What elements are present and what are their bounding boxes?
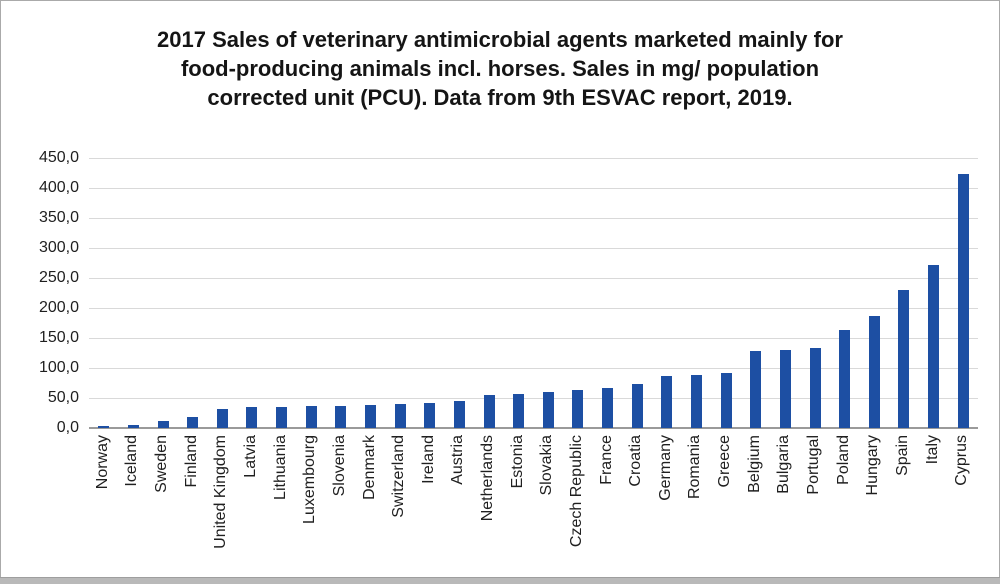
x-axis-line bbox=[89, 427, 978, 429]
bar-hungary bbox=[868, 315, 880, 428]
y-tick-label-250_0: 250,0 bbox=[38, 269, 79, 286]
x-tick-label-latvia: Latvia bbox=[241, 435, 259, 478]
gridline-350 bbox=[89, 218, 978, 219]
bar-bulgaria bbox=[779, 350, 791, 428]
y-tick-label-100_0: 100,0 bbox=[38, 359, 79, 376]
x-tick-label-germany: Germany bbox=[656, 435, 674, 501]
bar-latvia bbox=[246, 407, 258, 428]
bar-lithuania bbox=[276, 406, 288, 428]
x-tick-label-spain: Spain bbox=[893, 435, 911, 476]
x-tick-label-lithuania: Lithuania bbox=[271, 435, 289, 500]
x-tick-label-bulgaria: Bulgaria bbox=[775, 435, 793, 494]
window-bottom-edge bbox=[0, 577, 1000, 584]
y-tick-label-350_0: 350,0 bbox=[38, 209, 79, 226]
x-tick-label-slovenia: Slovenia bbox=[330, 435, 348, 497]
x-tick-label-czech-republic: Czech Republic bbox=[567, 435, 585, 548]
x-tick-label-iceland: Iceland bbox=[123, 435, 141, 487]
x-tick-label-romania: Romania bbox=[686, 435, 704, 500]
y-tick-label-400_0: 400,0 bbox=[38, 179, 79, 196]
bar-switzerland bbox=[394, 404, 406, 428]
bar-slovenia bbox=[335, 405, 347, 428]
gridline-200 bbox=[89, 308, 978, 309]
gridline-250 bbox=[89, 278, 978, 279]
bar-france bbox=[602, 387, 614, 428]
x-tick-label-cyprus: Cyprus bbox=[953, 435, 971, 486]
x-tick-label-slovakia: Slovakia bbox=[538, 435, 556, 496]
chart-title-line-2: food-producing animals incl. horses. Sal… bbox=[180, 56, 820, 81]
bar-romania bbox=[690, 374, 702, 428]
chart-title-line-3: corrected unit (PCU). Data from 9th ESVA… bbox=[207, 85, 793, 110]
x-tick-label-hungary: Hungary bbox=[864, 435, 882, 496]
bar-slovakia bbox=[542, 391, 554, 428]
bar-croatia bbox=[631, 384, 643, 428]
x-tick-label-norway: Norway bbox=[93, 435, 111, 490]
gridline-100 bbox=[89, 368, 978, 369]
y-tick-label-150_0: 150,0 bbox=[38, 329, 79, 346]
bar-finland bbox=[187, 416, 199, 428]
bar-ireland bbox=[424, 402, 436, 428]
chart-title: 2017 Sales of veterinary antimicrobial a… bbox=[1, 25, 999, 112]
bar-united-kingdom bbox=[216, 408, 228, 428]
bar-belgium bbox=[750, 350, 762, 428]
gridline-50 bbox=[89, 398, 978, 399]
gridline-150 bbox=[89, 338, 978, 339]
x-tick-label-france: France bbox=[597, 435, 615, 485]
x-tick-label-sweden: Sweden bbox=[153, 435, 171, 493]
x-tick-label-portugal: Portugal bbox=[805, 435, 823, 495]
x-tick-label-estonia: Estonia bbox=[508, 435, 526, 489]
y-tick-label-0_0: 0,0 bbox=[56, 419, 79, 436]
bar-poland bbox=[839, 330, 851, 428]
x-tick-label-luxembourg: Luxembourg bbox=[301, 435, 319, 524]
bar-sweden bbox=[157, 420, 169, 428]
x-tick-label-denmark: Denmark bbox=[360, 435, 378, 500]
gridline-300 bbox=[89, 248, 978, 249]
x-tick-label-finland: Finland bbox=[182, 435, 200, 488]
bar-iceland bbox=[127, 425, 139, 428]
x-tick-label-croatia: Croatia bbox=[627, 435, 645, 487]
bar-luxembourg bbox=[305, 406, 317, 428]
bar-cyprus bbox=[957, 174, 969, 428]
bar-czech-republic bbox=[572, 389, 584, 428]
gridline-450 bbox=[89, 158, 978, 159]
x-tick-label-greece: Greece bbox=[716, 435, 734, 488]
x-tick-label-netherlands: Netherlands bbox=[479, 435, 497, 522]
bar-spain bbox=[898, 290, 910, 428]
x-tick-label-poland: Poland bbox=[834, 435, 852, 485]
gridline-400 bbox=[89, 188, 978, 189]
bar-netherlands bbox=[483, 395, 495, 428]
chart-title-line-1: 2017 Sales of veterinary antimicrobial a… bbox=[157, 27, 843, 52]
bar-germany bbox=[661, 375, 673, 428]
y-tick-label-50_0: 50,0 bbox=[47, 389, 79, 406]
y-tick-label-200_0: 200,0 bbox=[38, 299, 79, 316]
x-tick-label-austria: Austria bbox=[449, 435, 467, 485]
bar-greece bbox=[720, 373, 732, 428]
y-tick-label-450_0: 450,0 bbox=[38, 149, 79, 166]
bar-portugal bbox=[809, 347, 821, 428]
x-tick-label-united-kingdom: United Kingdom bbox=[212, 435, 230, 549]
bar-norway bbox=[98, 426, 110, 428]
x-tick-label-italy: Italy bbox=[923, 435, 941, 465]
x-tick-label-belgium: Belgium bbox=[745, 435, 763, 493]
bar-denmark bbox=[365, 405, 377, 428]
bar-estonia bbox=[513, 394, 525, 428]
bar-austria bbox=[453, 401, 465, 428]
y-tick-label-300_0: 300,0 bbox=[38, 239, 79, 256]
bar-italy bbox=[928, 264, 940, 428]
x-tick-label-switzerland: Switzerland bbox=[390, 435, 408, 518]
x-tick-label-ireland: Ireland bbox=[419, 435, 437, 484]
